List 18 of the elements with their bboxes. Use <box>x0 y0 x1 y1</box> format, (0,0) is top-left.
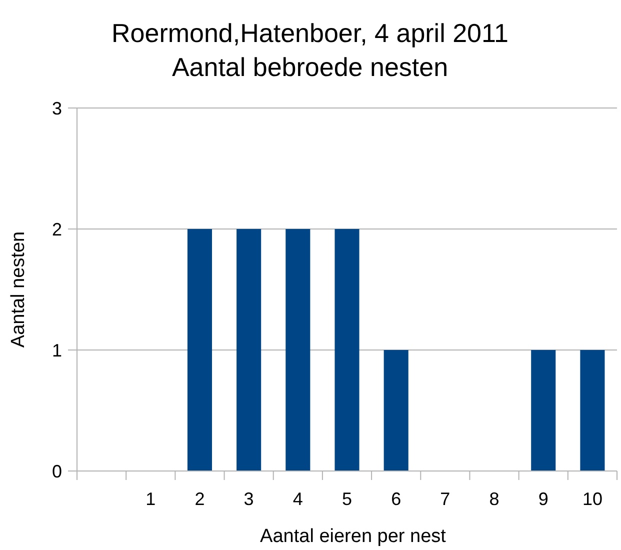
y-tick-label: 0 <box>52 461 62 482</box>
y-tick-label: 3 <box>52 98 62 118</box>
x-tick-label: 5 <box>342 489 352 509</box>
x-tick-label: 10 <box>582 489 602 509</box>
x-tick-label: 2 <box>194 489 205 509</box>
x-axis-title: Aantal eieren per nest <box>260 526 447 547</box>
x-tick-label: 9 <box>538 489 548 509</box>
y-axis-title: Aantal nesten <box>8 231 29 348</box>
x-tick-label: 6 <box>391 489 402 509</box>
x-tick-label: 3 <box>244 489 254 509</box>
x-tick-label: 1 <box>146 489 156 509</box>
chart-subtitle: Aantal bebroede nesten <box>172 52 448 82</box>
y-tick-label: 2 <box>52 219 62 240</box>
x-tick-label: 7 <box>440 489 450 509</box>
x-tick-label: 4 <box>292 489 303 509</box>
chart-title: Roermond,Hatenboer, 4 april 2011 <box>112 18 508 48</box>
x-tick-label: 8 <box>489 489 500 509</box>
y-tick-label: 1 <box>52 340 62 360</box>
